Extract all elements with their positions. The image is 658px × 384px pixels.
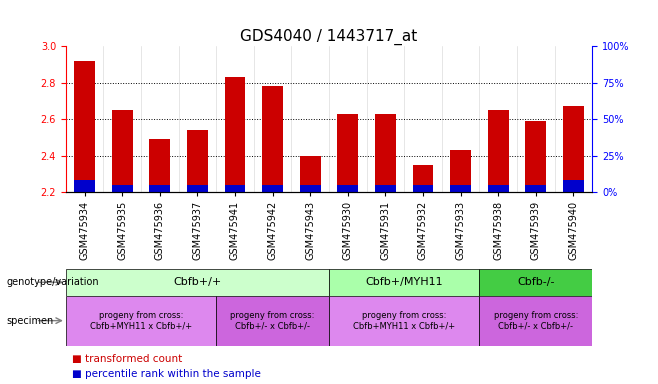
Text: ■ transformed count: ■ transformed count (72, 354, 183, 364)
Bar (149, 185, 170, 192)
Bar (300, 185, 320, 192)
Bar (74, 180, 95, 192)
Bar (187, 130, 208, 192)
Bar (450, 185, 471, 192)
Bar (300, 156, 320, 192)
Bar (480, 296, 592, 346)
Bar (224, 185, 245, 192)
Text: Cbfb+/+: Cbfb+/+ (173, 277, 222, 287)
Bar (413, 165, 434, 192)
Bar (224, 77, 245, 192)
Text: progeny from cross:
Cbfb+/- x Cbfb+/-: progeny from cross: Cbfb+/- x Cbfb+/- (230, 311, 315, 330)
Bar (563, 180, 584, 192)
Text: progeny from cross:
Cbfb+MYH11 x Cbfb+/+: progeny from cross: Cbfb+MYH11 x Cbfb+/+ (90, 311, 192, 330)
Bar (526, 121, 546, 192)
Bar (263, 86, 283, 192)
Bar (450, 150, 471, 192)
Bar (74, 61, 95, 192)
Text: progeny from cross:
Cbfb+MYH11 x Cbfb+/+: progeny from cross: Cbfb+MYH11 x Cbfb+/+ (353, 311, 455, 330)
Bar (488, 185, 509, 192)
Bar (338, 114, 358, 192)
Text: ■ percentile rank within the sample: ■ percentile rank within the sample (72, 369, 261, 379)
Bar (263, 185, 283, 192)
Bar (375, 185, 395, 192)
Bar (329, 269, 480, 296)
Bar (338, 185, 358, 192)
Title: GDS4040 / 1443717_at: GDS4040 / 1443717_at (240, 28, 418, 45)
Bar (66, 269, 329, 296)
Text: progeny from cross:
Cbfb+/- x Cbfb+/-: progeny from cross: Cbfb+/- x Cbfb+/- (494, 311, 578, 330)
Bar (526, 185, 546, 192)
Text: genotype/variation: genotype/variation (7, 277, 99, 287)
Bar (149, 139, 170, 192)
Bar (413, 185, 434, 192)
Text: specimen: specimen (7, 316, 54, 326)
Bar (112, 110, 132, 192)
Bar (329, 296, 480, 346)
Bar (563, 106, 584, 192)
Bar (187, 185, 208, 192)
Bar (216, 296, 329, 346)
Bar (375, 114, 395, 192)
Bar (480, 269, 592, 296)
Text: Cbfb-/-: Cbfb-/- (517, 277, 555, 287)
Bar (488, 110, 509, 192)
Text: Cbfb+/MYH11: Cbfb+/MYH11 (365, 277, 443, 287)
Bar (66, 296, 216, 346)
Bar (112, 185, 132, 192)
